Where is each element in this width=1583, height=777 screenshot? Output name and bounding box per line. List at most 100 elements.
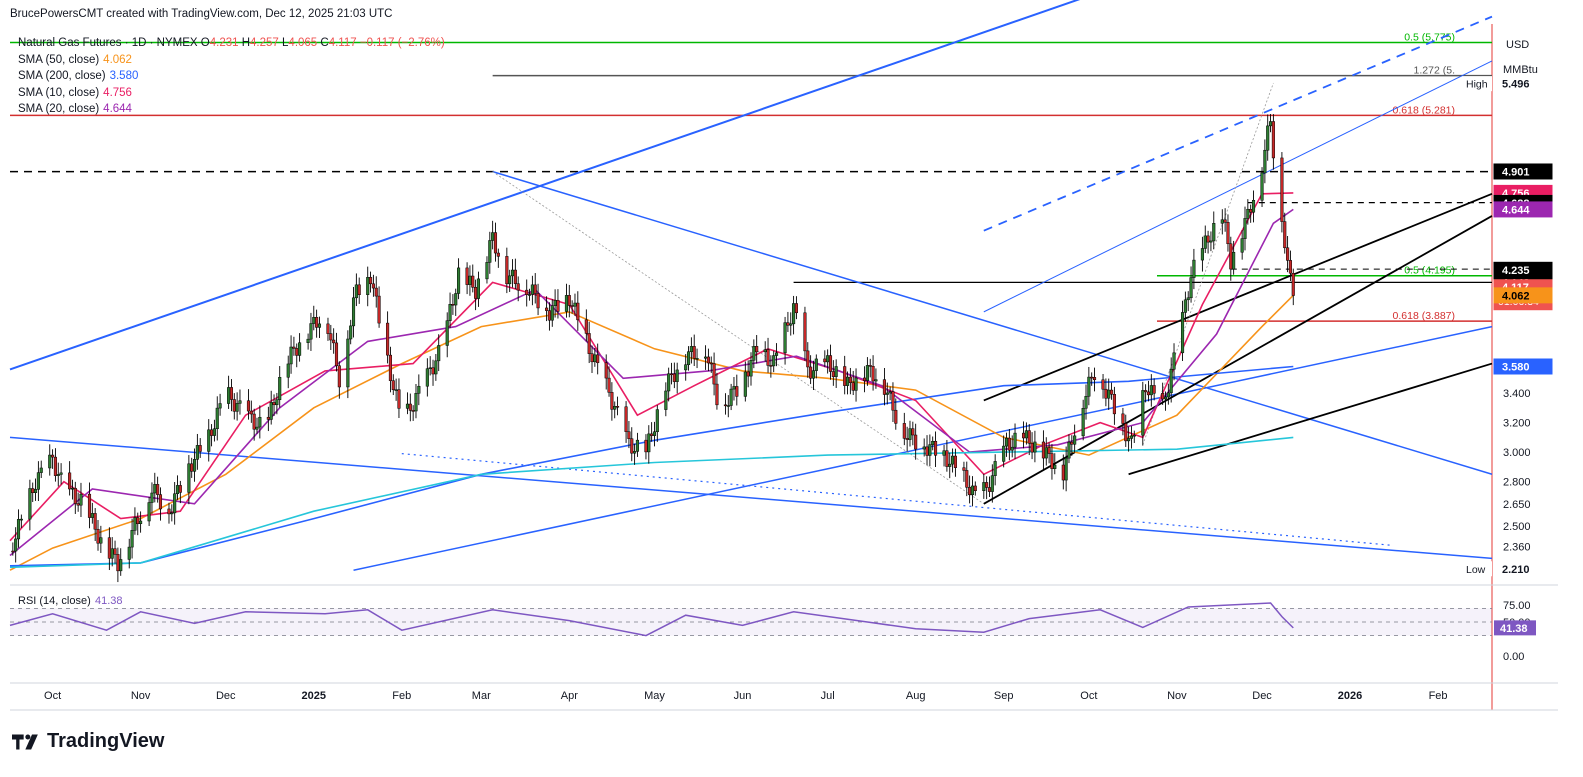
trendline: [983, 215, 1493, 505]
legend-sma200-label: SMA (200, close): [18, 70, 106, 82]
candle-body: [93, 513, 97, 530]
candle-body: [604, 362, 608, 379]
candle-body: [1163, 396, 1168, 400]
legend-sma200[interactable]: SMA (200, close) 3.580: [18, 68, 445, 85]
candle-body: [871, 366, 875, 382]
candle-body: [295, 348, 299, 356]
candle-body: [712, 363, 716, 385]
candle-body: [1141, 390, 1145, 436]
candle-body: [783, 322, 787, 354]
time-axis-tick: Feb: [1429, 690, 1448, 702]
candle-body: [556, 300, 560, 312]
fib-level-label: 1.272 (5.: [1414, 65, 1455, 77]
ohlc-change: −0.117 (−2.76%): [359, 37, 445, 49]
legend-symbol-row[interactable]: Natural Gas Futures · 1D · NYMEX O4.231 …: [18, 35, 445, 52]
candle-body: [59, 472, 63, 475]
candle-body: [315, 317, 319, 328]
price-axis-tick: 2.360: [1503, 542, 1531, 554]
candle-body: [1269, 121, 1273, 127]
candle-body: [28, 488, 32, 520]
candle-body: [945, 450, 949, 467]
candle-body: [417, 385, 421, 394]
candle-body: [374, 287, 378, 297]
candle-body: [848, 376, 852, 383]
candle-body: [70, 487, 75, 490]
legend-sma50-value: 4.062: [103, 53, 132, 66]
candle-body: [491, 232, 495, 241]
candle-body: [695, 357, 699, 360]
candle-body: [564, 295, 569, 312]
candle-body: [337, 365, 341, 388]
legend-sma50[interactable]: SMA (50, close) 4.062: [18, 52, 445, 69]
candle-body: [227, 387, 231, 404]
candle-body: [613, 406, 617, 410]
candle-body: [845, 376, 850, 386]
candle-body: [669, 373, 674, 376]
candle-body: [90, 513, 94, 518]
candle-body: [1183, 299, 1187, 313]
candle-body: [218, 403, 222, 409]
candle-body: [826, 355, 830, 363]
candle-body: [933, 440, 938, 456]
candle-body: [806, 350, 810, 368]
candle-body: [357, 284, 361, 295]
candle-body: [908, 428, 912, 440]
price-label: 4.644: [1502, 204, 1530, 216]
candle-body: [14, 538, 18, 552]
trendline: [9, 0, 1081, 371]
fib-level-label: 0.5 (5.775): [1404, 31, 1455, 43]
candle-body: [147, 502, 151, 522]
tradingview-brand[interactable]: TradingView: [12, 730, 164, 753]
candle-body: [1206, 235, 1210, 243]
candle-body: [743, 371, 747, 397]
candle-body: [425, 368, 429, 387]
candle-body: [1146, 391, 1151, 396]
candle-body: [689, 346, 693, 352]
candle-body: [79, 493, 83, 506]
candle-body: [831, 371, 835, 377]
candle-body: [635, 439, 639, 452]
candle-body: [655, 409, 659, 433]
candle-body: [746, 371, 750, 377]
candle-body: [505, 256, 509, 285]
candle-body: [931, 440, 935, 445]
time-axis-tick: Feb: [392, 690, 411, 702]
candle-body: [158, 494, 163, 510]
candle-body: [1112, 394, 1116, 415]
candle-body: [1169, 368, 1173, 394]
candle-body: [584, 319, 588, 334]
candle-body: [508, 275, 512, 285]
rsi-price-label-box: [1494, 620, 1536, 636]
candle-body: [16, 519, 21, 540]
time-axis-tick: Mar: [472, 690, 491, 702]
candle-body: [948, 463, 952, 467]
candle-body: [672, 373, 676, 382]
candle-body: [1203, 235, 1207, 249]
candle-body: [136, 517, 140, 524]
candle-body: [411, 410, 415, 412]
candle-body: [212, 428, 216, 436]
time-axis-tick: Nov: [131, 690, 151, 702]
series-line-sma-200-close-: [9, 365, 1294, 567]
candle-body: [664, 390, 668, 410]
candle-body: [1027, 430, 1031, 444]
candle-body: [692, 346, 696, 359]
price-axis-tick: 2.650: [1503, 499, 1531, 511]
candle-body: [973, 485, 977, 492]
candle-body: [1007, 437, 1011, 451]
candle-body: [752, 346, 756, 361]
candle-body: [371, 283, 375, 289]
candle-body: [624, 406, 628, 432]
legend-sma20[interactable]: SMA (20, close) 4.644: [18, 101, 445, 118]
fib-level-label: 0.5 (4.195): [1404, 265, 1455, 277]
candle-body: [794, 303, 798, 314]
price-label: 4.062: [1502, 290, 1530, 302]
time-axis-tick: Sep: [994, 690, 1014, 702]
candle-body: [1084, 396, 1088, 409]
candle-body: [326, 323, 330, 334]
legend-sma10[interactable]: SMA (10, close) 4.756: [18, 85, 445, 102]
trendline: [401, 453, 1390, 546]
candle-body: [68, 472, 72, 490]
candle-body: [510, 269, 515, 277]
